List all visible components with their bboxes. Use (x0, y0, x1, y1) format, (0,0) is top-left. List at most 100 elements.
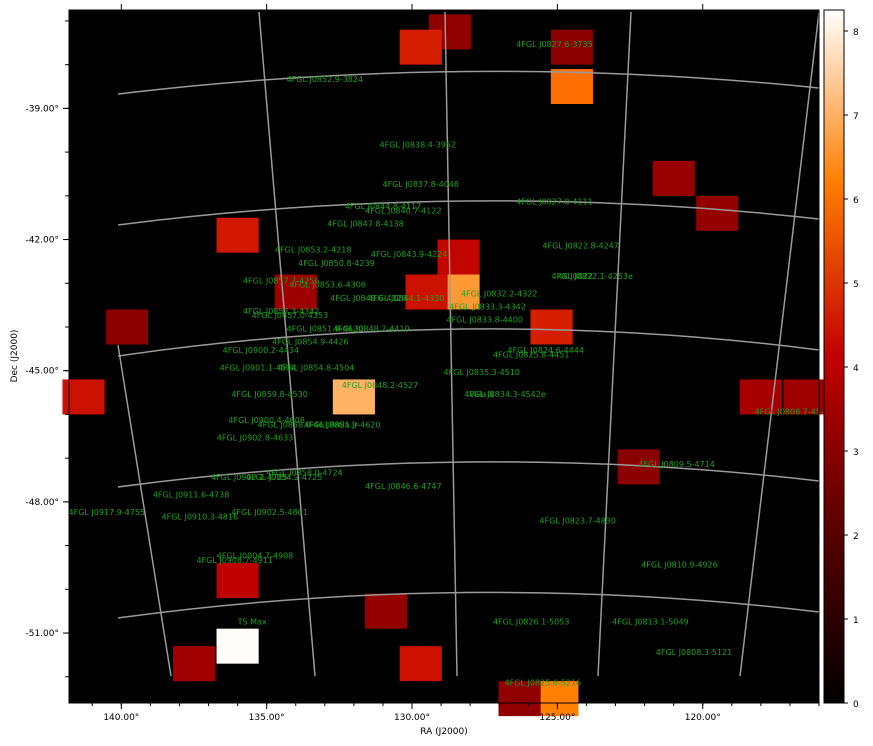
source-label: 4FGL J0910.3-4816 (162, 512, 239, 521)
source-label: 4FGL J0917.9-4755 (69, 508, 146, 517)
source-label: 4FGL J0853.2-4218 (275, 246, 352, 255)
source-label: 4FGL J0844.1-4330 (368, 294, 445, 303)
colorbar-tick-label: 0 (853, 700, 859, 710)
ra-tick-label: 120.00° (685, 713, 721, 723)
source-label: 4FGL J0848.6-4328 (330, 294, 407, 303)
source-label: 4FGL J0902.1-4725 (211, 473, 288, 482)
ra-axis: 140.00° 135.00° 130.00° 125.00° 120.00° (91, 4, 820, 723)
colorbar-tick-label: 3 (853, 448, 859, 458)
source-label: 4FGL J0822.8-4247 (542, 241, 619, 250)
source-label: 4FGL J0837.8-4048 (382, 180, 459, 189)
dec-tick-label: -51.00° (25, 629, 59, 639)
source-label: 4FGL J0809.5-4714 (638, 460, 715, 469)
heat-pixel (550, 69, 593, 105)
x-axis-title: RA (J2000) (420, 727, 468, 737)
source-label: 4FGL J0859.8-4530 (231, 390, 308, 399)
source-label: 4FGL J0835.3-4510 (444, 368, 521, 377)
heat-pixel (216, 563, 259, 599)
source-label: 4FGL J0853.6-4306 (289, 281, 366, 290)
colorbar-tick-label: 4 (853, 364, 859, 374)
source-label: 4FGL J0854.2-4725 (246, 473, 323, 482)
source-label: 4FGL J0833.3-4342 (449, 302, 526, 311)
source-labels: 4FGL J0827.6-3735 4FGL J0852.9-3824 4FGL J… (69, 40, 832, 687)
dec-tick-label: -42.00° (25, 236, 59, 246)
source-label: 4FGL J0825.6-5216 (505, 679, 582, 688)
coordinate-grid (117, 11, 820, 677)
heat-pixel (530, 309, 573, 345)
source-label: 4FGL J0848.2-4527 (342, 381, 419, 390)
plot-frame (68, 9, 820, 704)
source-label: 4FGL J0902.5-4801 (231, 508, 308, 517)
ra-tick-label: 125.00° (539, 713, 575, 723)
heat-pixel (216, 217, 259, 253)
source-label: 4FGL J0904.7-4908 (217, 552, 294, 561)
heat-pixel (437, 239, 480, 275)
source-label: 4FGL J0902.8-4633 (217, 434, 294, 443)
heat-pixel (399, 646, 442, 682)
y-axis-title: Dec (J2000) (10, 330, 20, 383)
source-label: 4FGL J0834.3-4542e (464, 390, 545, 399)
dec-tick-label: -48.00° (25, 498, 59, 508)
dec-grid-line (117, 328, 820, 357)
ra-grid-line (597, 11, 632, 677)
dec-grid-line (117, 591, 820, 619)
source-label: 4FGL J0854.9-4426 (272, 337, 349, 346)
source-label: 4FGL J0833.8-4400 (446, 316, 523, 325)
source-label: 4FGL J0825.8-4451 (493, 351, 570, 360)
source-label: 4FGL J0824.6-4444 (507, 346, 584, 355)
source-label: 4FGL J0852.9-3824 (287, 75, 364, 84)
ra-tick-label: 130.00° (394, 713, 430, 723)
colorbar-tick-label: 2 (853, 532, 859, 542)
source-label: TS Max (237, 617, 267, 626)
source-label: 4FGL J0908.7-4911 (196, 556, 273, 565)
source-label: 4FGL J0857.3-4342 (243, 307, 320, 316)
ra-tick-label: 140.00° (103, 713, 139, 723)
source-label: 4FGL J0832.2-4322 (461, 289, 538, 298)
ra-grid-line (739, 11, 820, 677)
source-label: 4FGL J0822.1-4253e (552, 272, 633, 281)
source-label: 4FGL J0827.6-3735 (516, 40, 593, 49)
source-label: 4FGL J0808.3-5121 (656, 648, 733, 657)
plot-area: 4FGL J0827.6-3735 4FGL J0852.9-3824 4FGL J… (62, 9, 832, 717)
source-label: 4FGL J0854.8-4504 (278, 364, 355, 373)
dec-tick-label: -39.00° (25, 104, 59, 114)
source-label: 4FGL J0911.6-4738 (153, 491, 230, 500)
source-label: Vela Jr (333, 421, 359, 430)
colorbar-ticks: 0 1 2 3 4 5 6 7 8 (844, 28, 859, 710)
ra-grid-line (258, 11, 316, 677)
colorbar-tick-label: 6 (853, 196, 859, 206)
ra-grid-line (444, 11, 458, 677)
heat-pixel (405, 274, 448, 310)
source-label: 4FGL J0900.2-4434 (223, 346, 300, 355)
source-label: 4FGL J0851.9-4620 (304, 421, 381, 430)
dec-axis: -39.00° -42.00° -45.00° -48.00° -51.00° (25, 20, 69, 678)
source-label: 4FGL J0857.0-4353 (252, 311, 329, 320)
dec-grid-line (117, 70, 820, 95)
heat-pixel (332, 379, 375, 415)
heatmap-pixels (62, 14, 826, 717)
colorbar-tick-label: 8 (853, 28, 859, 38)
ra-grid-line (117, 344, 172, 677)
source-label: 4FGL J0847.8-4138 (327, 219, 404, 228)
source-label: 4FGL J0840.7-4122 (365, 206, 442, 215)
source-label: 4FGL J0838.4-3952 (380, 141, 457, 150)
map-background (69, 10, 819, 703)
source-label: 4FGL J0848.2-4410 (333, 324, 410, 333)
colorbar: 0 1 2 3 4 5 6 7 8 (823, 9, 859, 710)
source-label: Vela X (469, 390, 494, 399)
source-label: 4FGL J0850.8-4239 (298, 259, 375, 268)
heat-pixel (498, 681, 541, 717)
heat-pixel (696, 195, 739, 231)
source-label: RX J0822 (557, 272, 593, 281)
heat-pixel (536, 681, 579, 717)
heat-pixel (364, 593, 407, 629)
source-label: 4FGL J0857.7-4256 (243, 276, 320, 285)
source-label: 4FGL J0813.1-5049 (612, 617, 689, 626)
source-label: 4FGL J0851.9-4620 (287, 324, 364, 333)
source-label: 4FGL J0858.0-4724 (266, 469, 343, 478)
heat-pixel (550, 29, 593, 65)
heat-pixel (652, 160, 695, 196)
dec-grid-line (117, 200, 820, 226)
source-label: 4FGL J0844.8-4117 (345, 202, 422, 211)
